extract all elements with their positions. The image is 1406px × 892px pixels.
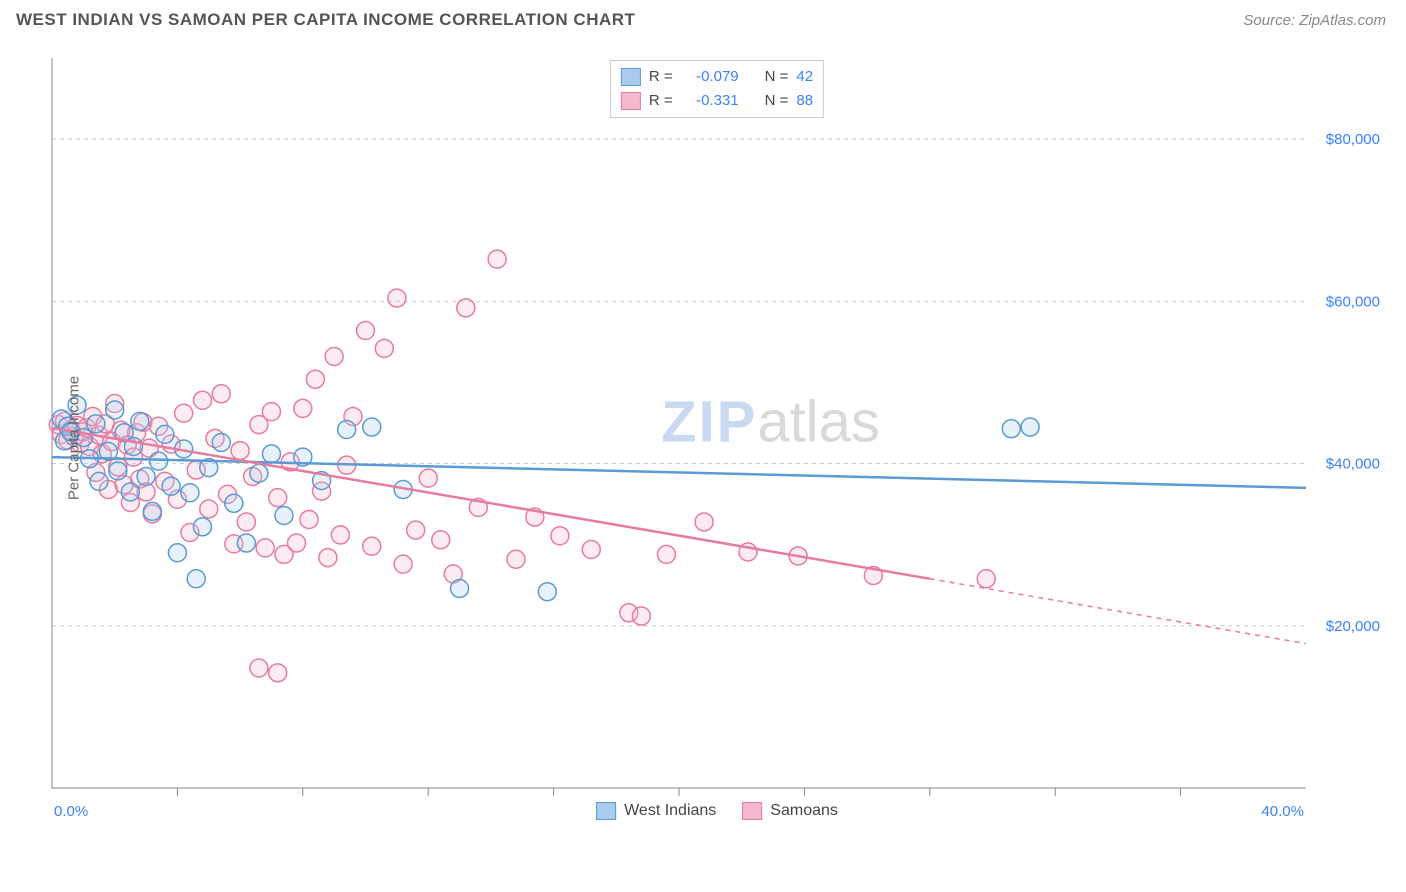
- stats-legend-row: R = -0.331 N = 88: [621, 89, 813, 113]
- data-point: [331, 526, 349, 544]
- data-point: [582, 541, 600, 559]
- data-point: [488, 250, 506, 268]
- data-point: [109, 462, 127, 480]
- data-point: [357, 322, 375, 340]
- data-point: [1002, 420, 1020, 438]
- data-point: [388, 289, 406, 307]
- data-point: [231, 442, 249, 460]
- data-point: [162, 477, 180, 495]
- legend-r-label: R =: [649, 89, 673, 113]
- data-point: [325, 347, 343, 365]
- legend-r-value: -0.331: [681, 89, 739, 113]
- data-point: [1021, 418, 1039, 436]
- data-point: [150, 452, 168, 470]
- data-point: [250, 659, 268, 677]
- data-point: [288, 534, 306, 552]
- data-point: [237, 534, 255, 552]
- data-point: [212, 433, 230, 451]
- series-label: Samoans: [770, 802, 838, 820]
- legend-r-value: -0.079: [681, 65, 739, 89]
- data-point: [156, 425, 174, 443]
- data-point: [375, 339, 393, 357]
- trend-line: [52, 457, 1306, 488]
- data-point: [181, 484, 199, 502]
- source-label: Source: ZipAtlas.com: [1243, 12, 1386, 29]
- data-point: [363, 537, 381, 555]
- data-point: [187, 570, 205, 588]
- data-point: [394, 555, 412, 573]
- data-point: [90, 472, 108, 490]
- data-point: [269, 664, 287, 682]
- data-point: [363, 418, 381, 436]
- data-point: [407, 521, 425, 539]
- data-point: [300, 511, 318, 529]
- svg-text:40.0%: 40.0%: [1261, 803, 1304, 820]
- data-point: [137, 468, 155, 486]
- data-point: [193, 391, 211, 409]
- data-point: [175, 404, 193, 422]
- legend-swatch: [621, 92, 641, 110]
- series-legend: West Indians Samoans: [596, 802, 838, 820]
- stats-legend-row: R = -0.079 N = 42: [621, 65, 813, 89]
- svg-text:0.0%: 0.0%: [54, 803, 88, 820]
- chart-title: WEST INDIAN VS SAMOAN PER CAPITA INCOME …: [16, 10, 635, 30]
- svg-text:$20,000: $20,000: [1326, 618, 1380, 635]
- data-point: [106, 401, 124, 419]
- data-point: [457, 299, 475, 317]
- data-point: [977, 570, 995, 588]
- data-point: [657, 545, 675, 563]
- legend-n-label: N =: [765, 89, 789, 113]
- data-point: [168, 544, 186, 562]
- data-point: [319, 549, 337, 567]
- legend-r-label: R =: [649, 65, 673, 89]
- legend-swatch: [742, 802, 762, 820]
- data-point: [225, 494, 243, 512]
- data-point: [275, 506, 293, 524]
- data-point: [121, 483, 139, 501]
- data-point: [695, 513, 713, 531]
- data-point: [451, 579, 469, 597]
- svg-text:$80,000: $80,000: [1326, 131, 1380, 148]
- data-point: [432, 531, 450, 549]
- data-point: [419, 469, 437, 487]
- y-axis-label: Per Capita Income: [66, 376, 83, 500]
- legend-n-label: N =: [765, 65, 789, 89]
- data-point: [306, 370, 324, 388]
- data-point: [262, 445, 280, 463]
- legend-swatch: [596, 802, 616, 820]
- data-point: [551, 527, 569, 545]
- data-point: [87, 415, 105, 433]
- legend-n-value: 88: [796, 89, 813, 113]
- data-point: [143, 502, 161, 520]
- svg-text:$60,000: $60,000: [1326, 293, 1380, 310]
- data-point: [632, 607, 650, 625]
- chart-area: Per Capita Income $20,000$40,000$60,000$…: [48, 48, 1386, 828]
- series-legend-item: Samoans: [742, 802, 838, 820]
- data-point: [200, 500, 218, 518]
- data-point: [131, 412, 149, 430]
- legend-swatch: [621, 68, 641, 86]
- data-point: [507, 550, 525, 568]
- svg-text:$40,000: $40,000: [1326, 456, 1380, 473]
- data-point: [294, 399, 312, 417]
- legend-n-value: 42: [796, 65, 813, 89]
- series-legend-item: West Indians: [596, 802, 716, 820]
- stats-legend: R = -0.079 N = 42 R = -0.331 N = 88: [610, 60, 824, 118]
- data-point: [212, 385, 230, 403]
- data-point: [269, 489, 287, 507]
- data-point: [250, 464, 268, 482]
- data-point: [256, 539, 274, 557]
- series-label: West Indians: [624, 802, 716, 820]
- data-point: [338, 420, 356, 438]
- data-point: [262, 403, 280, 421]
- scatter-plot-svg: $20,000 $40,000 $60,000 $80,000 0.0% 40.0%: [48, 48, 1386, 828]
- data-point: [538, 583, 556, 601]
- data-point: [193, 518, 211, 536]
- data-point: [237, 513, 255, 531]
